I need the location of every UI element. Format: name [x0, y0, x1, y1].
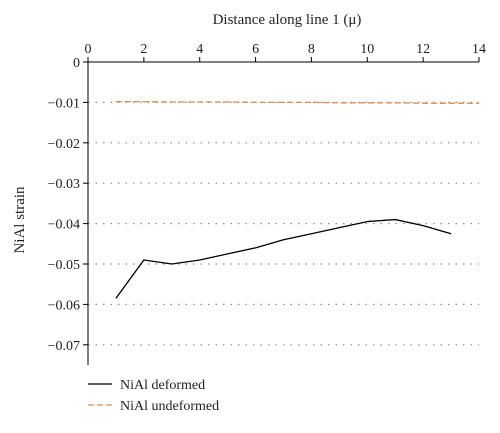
legend: NiAl deformed NiAl undeformed — [88, 378, 219, 414]
x-tick-label: 12 — [416, 42, 430, 57]
y-tick-label: −0.02 — [48, 137, 80, 152]
y-tick-label: −0.01 — [48, 96, 80, 111]
x-tick-label: 10 — [360, 42, 374, 57]
x-tick-label: 8 — [308, 42, 315, 57]
series-line-deformed — [115, 218, 452, 299]
axes — [87, 61, 479, 365]
x-axis-ticks: 0 2 4 6 8 10 12 14 — [85, 42, 486, 62]
x-tick-label: 0 — [85, 42, 92, 57]
series-layer — [115, 100, 479, 299]
x-tick-label: 4 — [196, 42, 203, 57]
y-tick-label: 0 — [73, 56, 80, 71]
y-tick-label: −0.06 — [48, 298, 80, 313]
y-tick-label: −0.07 — [48, 339, 80, 354]
y-tick-label: −0.04 — [48, 218, 80, 233]
y-axis-title: NiAl strain — [12, 186, 28, 254]
y-axis-ticks: 0 −0.01 −0.02 −0.03 −0.04 −0.05 −0.06 −0.07 — [48, 56, 88, 354]
series-line-undeformed — [115, 100, 479, 104]
y-tick-label: −0.05 — [48, 258, 80, 273]
x-axis-title: Distance along line 1 (μ) — [213, 12, 362, 28]
x-tick-label: 14 — [472, 42, 486, 57]
x-tick-label: 6 — [252, 42, 259, 57]
grid-lines — [88, 101, 479, 346]
x-tick-label: 2 — [140, 42, 147, 57]
legend-label-undeformed: NiAl undeformed — [120, 399, 219, 414]
y-tick-label: −0.03 — [48, 177, 80, 192]
legend-label-deformed: NiAl deformed — [120, 378, 205, 393]
